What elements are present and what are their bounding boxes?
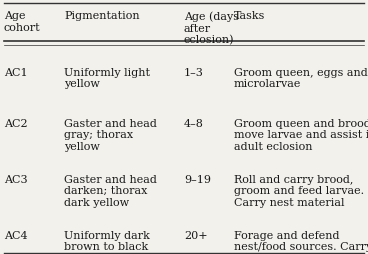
Text: AC2: AC2	[4, 118, 27, 128]
Text: Forage and defend
nest/food sources. Carry
live or dead nestmates: Forage and defend nest/food sources. Car…	[234, 230, 368, 254]
Text: AC4: AC4	[4, 230, 27, 240]
Text: AC3: AC3	[4, 174, 27, 184]
Text: Gaster and head
darken; thorax
dark yellow: Gaster and head darken; thorax dark yell…	[64, 174, 157, 207]
Text: Uniformly light
yellow: Uniformly light yellow	[64, 67, 151, 89]
Text: Uniformly dark
brown to black: Uniformly dark brown to black	[64, 230, 150, 251]
Text: Age
cohort: Age cohort	[4, 11, 40, 33]
Text: Roll and carry brood,
groom and feed larvae.
Carry nest material: Roll and carry brood, groom and feed lar…	[234, 174, 364, 207]
Text: 9–19: 9–19	[184, 174, 211, 184]
Text: AC1: AC1	[4, 67, 27, 77]
Text: 1–3: 1–3	[184, 67, 204, 77]
Text: Gaster and head
gray; thorax
yellow: Gaster and head gray; thorax yellow	[64, 118, 157, 151]
Text: Pigmentation: Pigmentation	[64, 11, 140, 21]
Text: Groom queen, eggs and
microlarvae: Groom queen, eggs and microlarvae	[234, 67, 367, 89]
Text: Groom queen and brood,
move larvae and assist in
adult eclosion: Groom queen and brood, move larvae and a…	[234, 118, 368, 151]
Text: 20+: 20+	[184, 230, 208, 240]
Text: 4–8: 4–8	[184, 118, 204, 128]
Text: Age (days
after
eclosion): Age (days after eclosion)	[184, 11, 239, 45]
Text: Tasks: Tasks	[234, 11, 265, 21]
